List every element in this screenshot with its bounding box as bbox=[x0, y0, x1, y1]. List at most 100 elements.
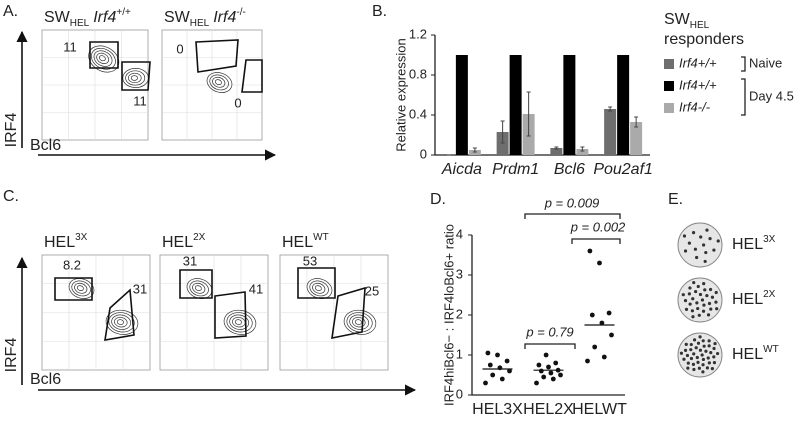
y-tick-label: 0.4 bbox=[409, 106, 427, 121]
spot bbox=[688, 286, 692, 290]
dot bbox=[534, 380, 539, 386]
spot bbox=[694, 289, 698, 294]
population bbox=[128, 72, 142, 84]
spot bbox=[705, 294, 709, 298]
spot bbox=[691, 231, 696, 235]
text-part: HEL bbox=[162, 234, 193, 251]
text-part: SW bbox=[664, 11, 691, 28]
dot bbox=[585, 358, 590, 364]
gate-value: 25 bbox=[365, 283, 379, 298]
population bbox=[105, 309, 139, 335]
dot bbox=[541, 374, 547, 380]
spot bbox=[679, 351, 684, 355]
spot bbox=[712, 355, 716, 359]
spot bbox=[703, 259, 707, 264]
spot bbox=[681, 293, 685, 297]
bracket bbox=[571, 238, 621, 244]
population bbox=[346, 312, 373, 333]
population bbox=[314, 285, 322, 291]
error-bar bbox=[634, 116, 639, 128]
gate-value: 0 bbox=[176, 41, 183, 56]
population bbox=[114, 316, 128, 328]
spot bbox=[695, 255, 699, 260]
text-part: HEL bbox=[190, 18, 210, 29]
legend-group: Day 4.5 bbox=[749, 88, 794, 103]
spot bbox=[690, 309, 695, 313]
gate bbox=[297, 267, 336, 299]
text-part: 3X bbox=[75, 232, 88, 243]
spot bbox=[709, 307, 713, 311]
dot bbox=[548, 370, 554, 376]
spot bbox=[697, 366, 701, 370]
x-tick-label: HEL2X bbox=[523, 401, 574, 418]
bracket bbox=[741, 78, 746, 116]
population bbox=[96, 52, 110, 64]
spot bbox=[707, 361, 711, 365]
text-part: HEL bbox=[732, 291, 763, 308]
y-tick-label: 2 bbox=[456, 306, 463, 321]
axis-title: IRF4 bbox=[3, 113, 20, 148]
spot bbox=[703, 288, 707, 292]
gate-value: 41 bbox=[249, 281, 263, 296]
error-bar bbox=[472, 147, 477, 153]
text-part: HEL bbox=[690, 20, 710, 31]
bracket bbox=[741, 56, 746, 72]
spot bbox=[689, 342, 693, 347]
legend-label: Irf4+/+ bbox=[679, 77, 717, 92]
dot bbox=[606, 310, 612, 316]
spot bbox=[693, 247, 698, 251]
panel-label: C. bbox=[3, 188, 19, 205]
dot bbox=[538, 368, 544, 374]
population bbox=[74, 282, 88, 294]
axis-title: Bcl6 bbox=[30, 137, 61, 154]
spot bbox=[686, 366, 690, 370]
text-part: HEL bbox=[282, 234, 313, 251]
spot bbox=[705, 228, 709, 232]
population bbox=[214, 79, 222, 85]
y-tick-label: 1 bbox=[456, 346, 463, 361]
x-tick-label: Prdm1 bbox=[492, 161, 539, 178]
spot bbox=[682, 234, 687, 238]
x-tick-label: Bcl6 bbox=[554, 161, 585, 178]
error-bar bbox=[500, 120, 505, 144]
dot bbox=[507, 368, 512, 374]
text-part: WT bbox=[313, 232, 329, 243]
plot-title: SWHEL Irf4-/- bbox=[164, 7, 246, 29]
spot bbox=[698, 348, 703, 352]
plate-label: HELWT bbox=[732, 344, 779, 363]
spot bbox=[706, 356, 710, 360]
spot bbox=[683, 249, 688, 253]
spot bbox=[707, 344, 711, 348]
x-tick-label: HEL3X bbox=[472, 401, 523, 418]
plate-label: HEL3X bbox=[732, 234, 776, 253]
spot bbox=[699, 235, 703, 239]
plate bbox=[677, 222, 723, 268]
spot bbox=[683, 299, 688, 303]
population bbox=[194, 285, 202, 291]
y-tick-label: 0.8 bbox=[409, 66, 427, 81]
y-tick-label: 4 bbox=[456, 226, 463, 241]
spot bbox=[708, 287, 713, 292]
population bbox=[111, 314, 132, 330]
population bbox=[349, 314, 370, 330]
spot bbox=[692, 280, 696, 285]
error-bar bbox=[526, 91, 531, 137]
population bbox=[354, 319, 362, 325]
spot bbox=[691, 362, 696, 366]
legend-swatch bbox=[664, 59, 674, 69]
plate bbox=[677, 332, 723, 378]
spot bbox=[688, 302, 692, 306]
axis-title: IRF4 bbox=[3, 338, 20, 373]
population bbox=[189, 280, 209, 297]
text-part: HEL bbox=[70, 18, 90, 29]
spot bbox=[715, 307, 719, 311]
population bbox=[125, 70, 146, 86]
spot bbox=[685, 353, 690, 358]
spot bbox=[698, 335, 702, 339]
population bbox=[76, 285, 84, 291]
population bbox=[209, 74, 229, 91]
spot bbox=[700, 298, 705, 302]
population bbox=[108, 312, 135, 333]
gate bbox=[121, 61, 151, 91]
